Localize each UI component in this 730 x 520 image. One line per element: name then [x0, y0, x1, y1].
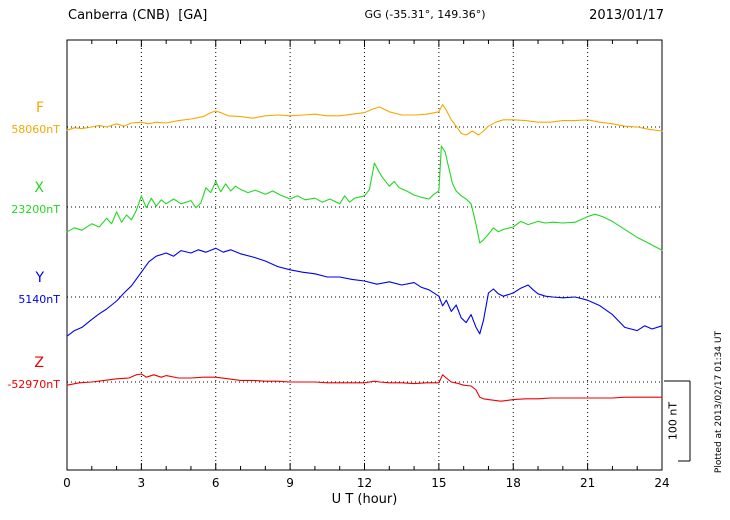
x-tick-label: 15: [431, 476, 446, 490]
trace-baseline-y: 5140nT: [18, 293, 60, 306]
trace-label-y: Y: [35, 270, 44, 286]
trace-label-x: X: [34, 180, 44, 196]
x-tick-label: 24: [654, 476, 669, 490]
x-tick-label: 9: [286, 476, 294, 490]
plot-date: 2013/01/17: [589, 8, 664, 23]
x-tick-label: 3: [138, 476, 146, 490]
trace-baseline-f: 58060nT: [11, 123, 60, 136]
station-title: Canberra (CNB) [GA]: [68, 8, 208, 23]
scale-bar-label: 100 nT: [666, 401, 680, 441]
x-tick-label: 18: [506, 476, 521, 490]
x-tick-label: 6: [212, 476, 220, 490]
x-tick-label: 21: [580, 476, 595, 490]
trace-baseline-z: -52970nT: [7, 378, 60, 391]
trace-label-z: Z: [34, 355, 44, 371]
trace-y: [66, 247, 663, 337]
x-tick-label: 12: [357, 476, 372, 490]
trace-z: [66, 373, 663, 402]
trace-x: [66, 145, 663, 251]
trace-baseline-x: 23200nT: [11, 203, 60, 216]
trace-label-f: F: [35, 100, 44, 116]
x-tick-label: 0: [63, 476, 71, 490]
trace-f: [66, 104, 663, 136]
x-axis-label: U T (hour): [331, 492, 398, 507]
geographic-coordinates: GG (-35.31°, 149.36°): [364, 8, 486, 21]
plotted-at-timestamp: Plotted at 2013/02/17 01:34 UT: [714, 330, 724, 474]
